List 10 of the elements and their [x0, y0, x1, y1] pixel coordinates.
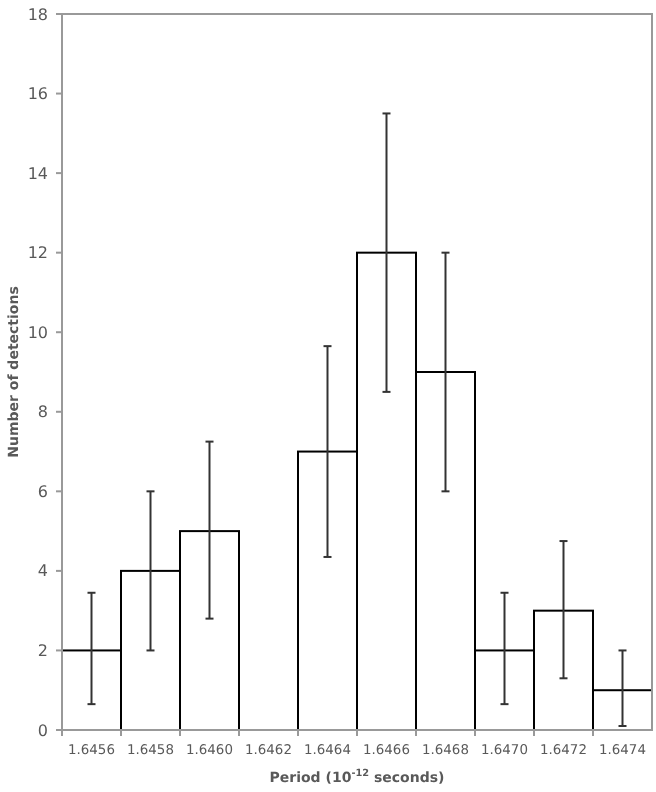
y-tick-label: 16 — [27, 85, 48, 104]
y-tick-label: 12 — [27, 244, 48, 263]
y-tick-label: 18 — [27, 5, 48, 24]
y-tick-label: 0 — [37, 721, 48, 740]
y-tick-label: 14 — [27, 164, 48, 183]
y-tick-label: 2 — [37, 642, 48, 661]
y-tick-label: 10 — [27, 323, 48, 342]
y-tick-label: 6 — [37, 482, 48, 501]
y-tick-label: 4 — [37, 562, 48, 581]
y-tick-label: 8 — [37, 403, 48, 422]
